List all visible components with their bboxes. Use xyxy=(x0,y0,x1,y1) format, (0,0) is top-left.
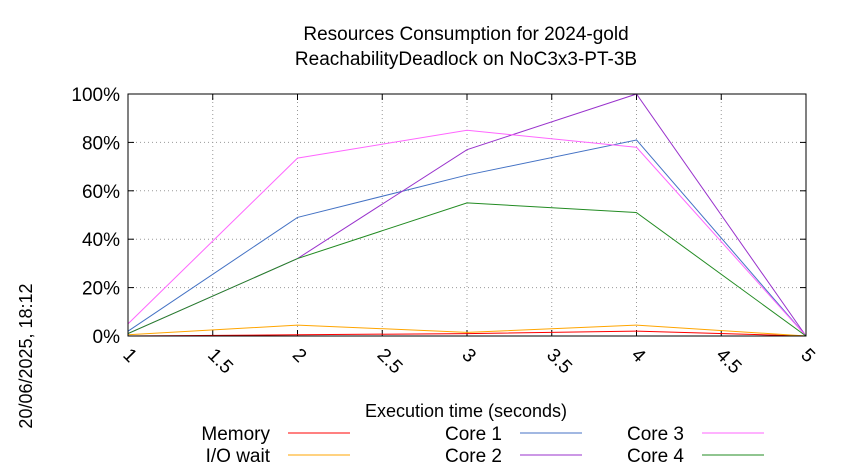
series-line-core-3 xyxy=(127,129,807,337)
x-tick-label: 3.5 xyxy=(542,345,576,379)
x-tick-label: 5 xyxy=(796,345,818,367)
series-line-i-o-wait xyxy=(127,324,807,337)
x-tick-label: 4 xyxy=(627,345,650,368)
legend-label-memory: Memory xyxy=(201,424,270,445)
x-axis-label: Execution time (seconds) xyxy=(365,401,567,421)
legend-label-core-3: Core 3 xyxy=(627,424,684,445)
legend-label-core-2: Core 2 xyxy=(445,446,502,467)
legend-label-core-4: Core 4 xyxy=(627,446,684,467)
y-tick-label: 40% xyxy=(82,230,120,251)
legend-label-core-1: Core 1 xyxy=(445,424,502,445)
x-tick-label: 1.5 xyxy=(203,345,237,379)
legend-label-i-o-wait: I/O wait xyxy=(206,446,271,467)
x-tick-label: 2.5 xyxy=(373,345,407,379)
x-tick-label: 2 xyxy=(288,345,310,367)
series-lines xyxy=(127,93,807,337)
y-tick-label: 0% xyxy=(93,327,121,348)
series-line-core-1 xyxy=(127,139,807,337)
x-tick-label: 1 xyxy=(118,345,140,367)
timestamp-label: 20/06/2025, 18:12 xyxy=(16,283,36,428)
series-line-core-4 xyxy=(127,202,807,337)
plot-border xyxy=(127,93,807,337)
y-tick-label: 100% xyxy=(71,85,120,106)
y-tick-label: 80% xyxy=(82,133,120,154)
x-tick-label: 3 xyxy=(457,345,479,367)
chart-subtitle: ReachabilityDeadlock on NoC3x3-PT-3B xyxy=(295,49,637,70)
y-tick-label: 60% xyxy=(82,182,120,203)
x-tick-label: 4.5 xyxy=(712,345,746,379)
series-line-memory xyxy=(127,330,807,337)
chart-title: Resources Consumption for 2024-gold xyxy=(303,24,628,45)
y-tick-label: 20% xyxy=(82,279,120,300)
